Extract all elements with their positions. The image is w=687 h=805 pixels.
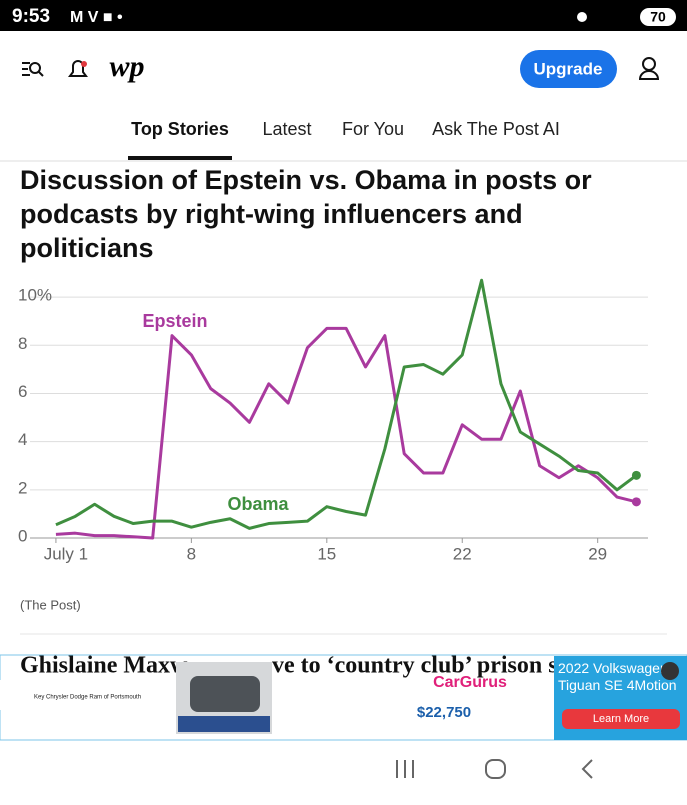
ad-car: 2022 Volkswagen Tiguan SE 4Motion [558,660,677,693]
y-tick-label: 2 [18,478,27,497]
ad-cta[interactable] [562,709,680,729]
upgrade-button[interactable] [520,50,617,88]
chart-title-box: Discussion of Epstein vs. Obama in posts… [20,165,592,263]
x-tick-label: 22 [453,544,472,563]
headline[interactable]: ve to ‘country club’ prison s [272,653,558,679]
source: (The Post) [20,597,81,612]
ad-cta-label[interactable]: Learn More [593,713,649,725]
tab[interactable]: Top Stories [131,119,229,139]
y-tick-label: 4 [18,430,27,449]
notifications[interactable] [68,60,88,77]
x-tick-label: 15 [317,544,336,563]
back[interactable] [581,759,593,779]
x-tick-label: 8 [187,544,196,563]
tab[interactable]: Ask The Post AI [432,119,560,139]
headline[interactable]: Ghislaine Maxw [20,653,188,679]
battery-level: 70 [650,9,666,25]
tab-indicator [128,156,232,160]
x-tick-label: 29 [588,544,607,563]
location-icon [577,12,587,22]
notif-icons: M V ■ • [70,9,123,26]
series-line [55,326,637,540]
status-bar [0,0,687,31]
clock: 9:53 [12,6,50,27]
plot: 10% 8 6 4 2 0 July 1 8 15 22 29 Epstein Obama [18,278,648,563]
tab[interactable]: For You [342,119,404,139]
ad-price: $22,750 [417,704,471,721]
logo[interactable]: wp [109,50,144,83]
upgrade-label[interactable]: Upgrade [534,59,603,78]
x-tick-label: July 1 [44,544,88,563]
series-label: Epstein [142,311,207,331]
home[interactable] [485,759,506,779]
end-dot [631,497,641,507]
end-dot [631,470,641,480]
tab[interactable]: Latest [262,119,311,139]
y-tick-label: 0 [18,526,27,545]
battery [640,8,676,26]
ad-banner[interactable]: Key Chrysler Dodge Ram of Portsmouth Car… [0,654,687,741]
nav-bar [396,759,593,779]
notif-dot [81,61,87,67]
ad-dealer: Key Chrysler Dodge Ram of Portsmouth [34,695,141,701]
menu-search[interactable] [22,62,44,77]
y-tick-label: 8 [18,334,27,353]
series-label: Obama [227,494,289,514]
series-line [55,278,638,530]
ad-close[interactable] [661,662,679,680]
chart-title: Discussion of Epstein vs. Obama in posts… [20,165,592,263]
y-tick-label: 10% [18,286,52,305]
recents[interactable] [396,760,414,778]
ad-brand: CarGurus [433,674,507,691]
y-tick-label: 6 [18,382,27,401]
account[interactable] [638,57,660,80]
